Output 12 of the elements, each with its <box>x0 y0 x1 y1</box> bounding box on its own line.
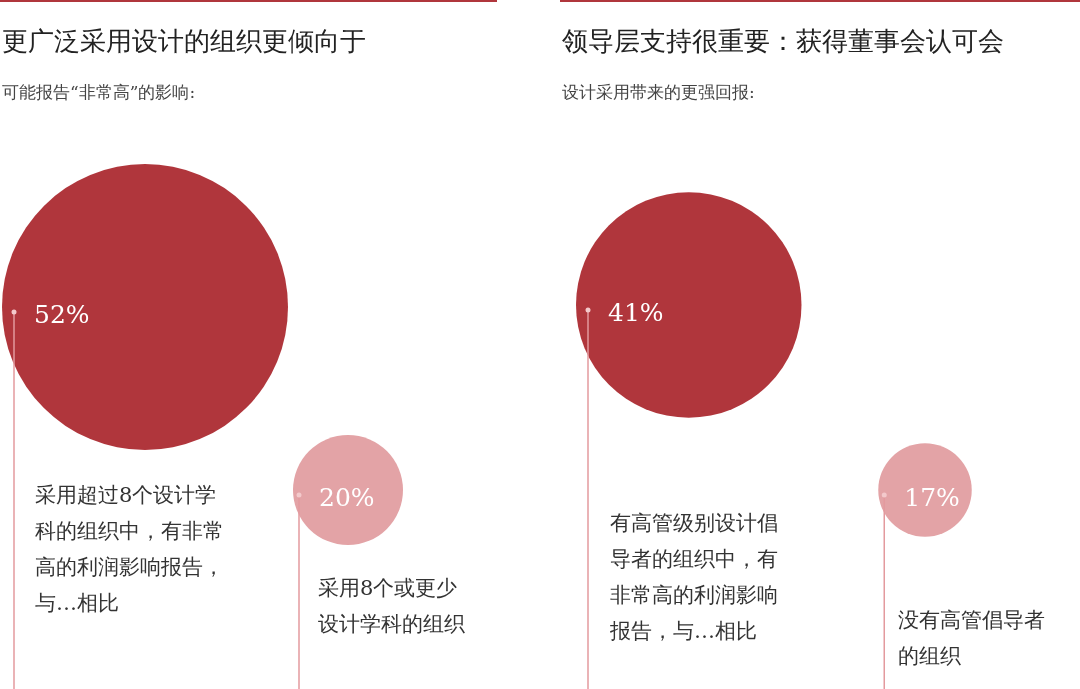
category-label: 没有高管倡导者的组织 <box>898 608 1045 668</box>
data-label: 41% <box>608 298 664 327</box>
data-label: 17% <box>904 483 960 512</box>
data-label: 52% <box>34 300 90 329</box>
text: 可能报告“非常高”的影响: <box>2 82 196 102</box>
text: 领导层支持很重要：获得董事会认可会 <box>562 26 1004 56</box>
text: 更广泛采用设计的组织更倾向于 <box>2 26 366 56</box>
data-label: 20% <box>319 483 375 512</box>
text: 设计采用带来的更强回报: <box>562 82 755 102</box>
category-label: 有高管级别设计倡导者的组织中，有非常高的利润影响报告，与…相比 <box>609 511 778 643</box>
category-label: 采用8个或更少设计学科的组织 <box>318 576 465 636</box>
category-label: 采用超过8个设计学科的组织中，有非常高的利润影响报告，与…相比 <box>35 483 224 615</box>
